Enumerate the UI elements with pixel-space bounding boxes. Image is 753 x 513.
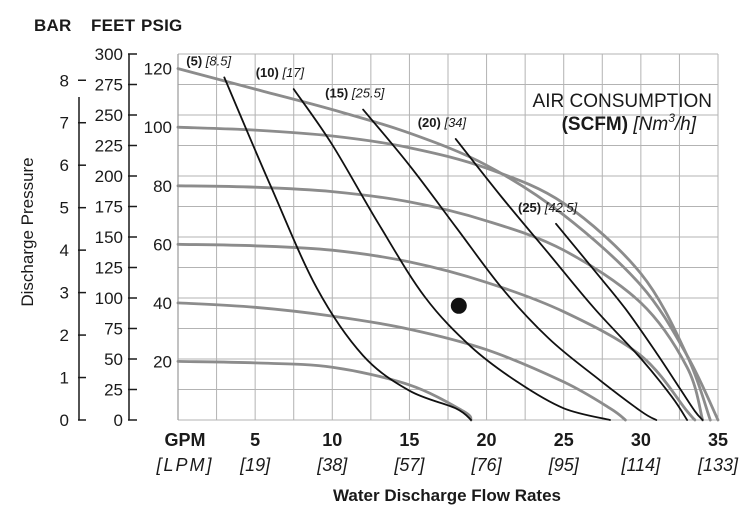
air-curve-label-0: (5) [8.5] xyxy=(186,53,231,68)
bar-tick-label: 8 xyxy=(60,71,69,90)
feet-tick-label: 125 xyxy=(95,259,123,278)
air-curve-label-2: (15) [25.5] xyxy=(325,86,385,101)
feet-tick-label: 275 xyxy=(95,76,123,95)
air-curve-label-value: (25) xyxy=(518,200,541,215)
subtitle-unit-tail: /h] xyxy=(673,114,697,135)
x-tick-label-lpm: [95] xyxy=(548,455,580,475)
air-curve-label-value: (10) xyxy=(256,65,279,80)
subtitle-unit: [Nm xyxy=(632,114,668,135)
air-curve-label-metric: [42.5] xyxy=(544,200,578,215)
air-curve-label-value: (15) xyxy=(325,86,348,101)
air-curve-0 xyxy=(223,76,472,421)
air-curve-4 xyxy=(555,222,704,421)
feet-tick-label: 75 xyxy=(104,320,123,339)
air-curve-label-1: (10) [17] xyxy=(256,65,305,80)
bar-tick-label: 2 xyxy=(60,326,69,345)
air-curve-label-metric: [34] xyxy=(443,115,466,130)
psig-tick-label: 20 xyxy=(153,352,172,371)
x-tick-label-gpm: 25 xyxy=(554,430,574,450)
axes: 0123456780255075100125150175200225250275… xyxy=(60,45,739,475)
labels: (5) [8.5](10) [17](15) [25.5](20) [34](2… xyxy=(186,53,577,214)
bar-tick-label: 1 xyxy=(60,369,69,388)
feet-tick-label: 300 xyxy=(95,45,123,64)
header-feet: FEET xyxy=(91,16,136,35)
psig-tick-label: 100 xyxy=(144,118,172,137)
header-psig: PSIG xyxy=(141,16,183,35)
x-tick-label-lpm: [38] xyxy=(316,455,348,475)
feet-tick-label: 200 xyxy=(95,167,123,186)
feet-tick-label: 50 xyxy=(104,350,123,369)
x-tick-label-lpm: [114] xyxy=(621,455,662,475)
air-curve-3 xyxy=(454,138,688,421)
x-tick-label-lpm: [19] xyxy=(239,455,271,475)
x-tick-label-gpm: 20 xyxy=(477,430,497,450)
y-axis-label: Discharge Pressure xyxy=(18,157,37,306)
pressure-curves xyxy=(176,67,720,422)
pressure-curve-0 xyxy=(176,360,473,422)
pressure-curve-2 xyxy=(176,242,697,422)
x-unit-gpm: GPM xyxy=(164,430,205,450)
operating-point-marker xyxy=(450,297,467,314)
bar-tick-label: 7 xyxy=(60,114,69,133)
bar-tick-label: 4 xyxy=(60,241,69,260)
psig-tick-label: 80 xyxy=(153,177,172,196)
pressure-curve-3 xyxy=(176,184,704,422)
feet-tick-label: 175 xyxy=(95,198,123,217)
subtitle-scfm: (SCFM) xyxy=(562,114,628,135)
x-unit-lpm: [LPM] xyxy=(155,455,213,475)
pressure-curve-1 xyxy=(176,301,627,422)
x-tick-label-lpm: [57] xyxy=(393,455,425,475)
air-consumption-curves xyxy=(223,76,704,421)
feet-tick-label: 225 xyxy=(95,137,123,156)
bar-tick-label: 6 xyxy=(60,156,69,175)
psig-tick-label: 40 xyxy=(153,294,172,313)
x-tick-label-gpm: 35 xyxy=(708,430,728,450)
air-curve-label-metric: [8.5] xyxy=(205,53,232,68)
psig-tick-label: 120 xyxy=(144,60,172,79)
feet-tick-label: 250 xyxy=(95,106,123,125)
air-curve-label-value: (20) xyxy=(418,115,441,130)
x-tick-label-lpm: [76] xyxy=(471,455,503,475)
x-axis-label: Water Discharge Flow Rates xyxy=(333,486,561,505)
air-curve-label-metric: [17] xyxy=(281,65,304,80)
air-curve-label-3: (20) [34] xyxy=(418,115,467,130)
subtitle-sup: 3 xyxy=(668,111,675,125)
air-curve-label-metric: [25.5] xyxy=(351,86,385,101)
x-tick-label-gpm: 10 xyxy=(322,430,342,450)
psig-tick-label: 60 xyxy=(153,235,172,254)
x-tick-label-lpm: [133] xyxy=(697,455,739,475)
air-curve-1 xyxy=(292,88,611,421)
chart-subtitle: (SCFM) [Nm3/h] xyxy=(562,111,697,135)
air-curve-label-value: (5) xyxy=(186,53,202,68)
header-bar: BAR xyxy=(34,16,72,35)
bar-tick-label: 3 xyxy=(60,284,69,303)
feet-tick-label: 100 xyxy=(95,289,123,308)
chart-title: AIR CONSUMPTION xyxy=(533,91,712,112)
pressure-curve-5 xyxy=(176,67,720,422)
air-curve-2 xyxy=(362,108,658,421)
feet-tick-label: 0 xyxy=(114,411,123,430)
bar-tick-label: 0 xyxy=(60,411,69,430)
x-tick-label-gpm: 30 xyxy=(631,430,651,450)
feet-tick-label: 150 xyxy=(95,228,123,247)
x-tick-label-gpm: 5 xyxy=(250,430,260,450)
bar-tick-label: 5 xyxy=(60,199,69,218)
x-tick-label-gpm: 15 xyxy=(399,430,419,450)
feet-tick-label: 25 xyxy=(104,381,123,400)
air-curve-label-4: (25) [42.5] xyxy=(518,200,578,215)
